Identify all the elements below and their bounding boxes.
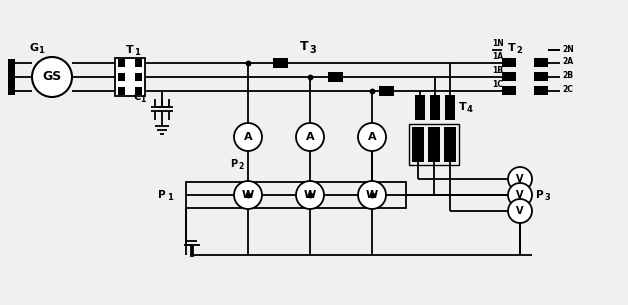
Text: 2: 2 (238, 162, 243, 171)
Text: A: A (306, 132, 314, 142)
Circle shape (508, 199, 532, 223)
Text: 2N: 2N (562, 45, 574, 53)
Text: V: V (516, 190, 524, 200)
Bar (415, 95, 425, 120)
Text: 1B: 1B (492, 66, 503, 75)
Bar (409, 124, 459, 165)
Circle shape (234, 181, 262, 209)
Bar (502, 72, 516, 81)
Text: G: G (30, 43, 39, 53)
Bar (135, 59, 142, 67)
Bar (328, 72, 343, 82)
Text: 1: 1 (167, 193, 173, 203)
Bar (444, 127, 456, 162)
Text: V: V (516, 206, 524, 216)
Text: P: P (536, 190, 544, 200)
Bar (135, 87, 142, 95)
Text: T: T (508, 43, 516, 53)
Bar (412, 127, 424, 162)
Text: 1: 1 (38, 46, 44, 55)
Circle shape (296, 181, 324, 209)
Bar (502, 58, 516, 67)
Bar (186, 182, 406, 208)
Text: A: A (244, 132, 252, 142)
Circle shape (358, 181, 386, 209)
Bar (430, 95, 440, 120)
Circle shape (32, 57, 72, 97)
Bar (273, 58, 288, 68)
Bar (502, 86, 516, 95)
Bar (118, 87, 125, 95)
Circle shape (358, 123, 386, 151)
Text: 2: 2 (516, 46, 522, 55)
Text: W: W (242, 190, 254, 200)
Circle shape (296, 123, 324, 151)
Bar (115, 58, 145, 96)
Text: 4: 4 (467, 105, 473, 114)
Bar (428, 127, 440, 162)
Bar (8, 59, 15, 95)
Bar (135, 73, 142, 81)
Text: 2A: 2A (562, 58, 573, 66)
Text: 3: 3 (309, 45, 316, 55)
Text: 2C: 2C (562, 85, 573, 95)
Text: 1: 1 (134, 48, 140, 57)
Text: W: W (304, 190, 316, 200)
Bar (534, 72, 548, 81)
Circle shape (234, 123, 262, 151)
Text: C: C (133, 92, 140, 102)
Bar (445, 95, 455, 120)
Text: 1C: 1C (492, 80, 503, 89)
Text: 1A: 1A (492, 52, 503, 61)
Text: P: P (230, 159, 237, 169)
Bar (534, 58, 548, 67)
Text: V: V (516, 174, 524, 184)
Text: 3: 3 (544, 193, 550, 203)
Bar (534, 86, 548, 95)
Text: P: P (158, 190, 166, 200)
Text: 1N: 1N (492, 39, 504, 48)
Text: T: T (459, 102, 467, 112)
Text: 1: 1 (140, 95, 145, 104)
Text: T: T (126, 45, 134, 55)
Text: GS: GS (42, 70, 62, 84)
Bar (118, 73, 125, 81)
Bar (379, 86, 394, 96)
Circle shape (508, 167, 532, 191)
Text: T: T (300, 40, 308, 53)
Bar (118, 59, 125, 67)
Text: A: A (367, 132, 376, 142)
Circle shape (508, 183, 532, 207)
Text: 2B: 2B (562, 71, 573, 81)
Text: W: W (366, 190, 378, 200)
Bar (413, 120, 457, 127)
